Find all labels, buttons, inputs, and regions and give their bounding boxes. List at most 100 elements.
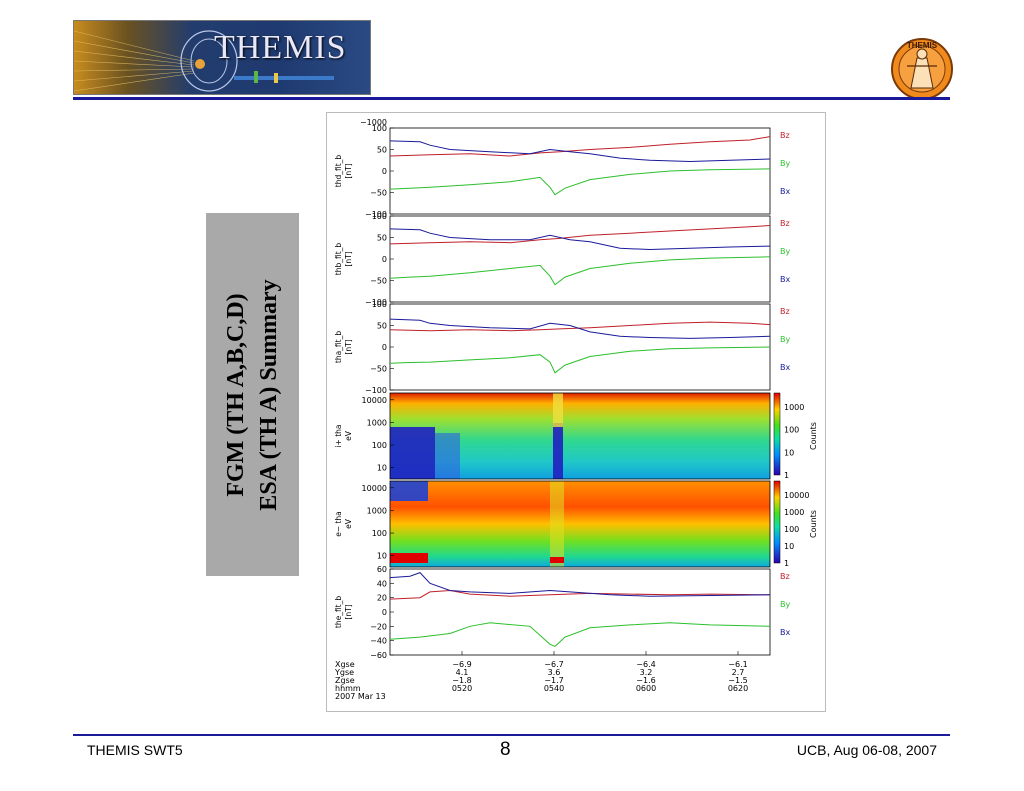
x-row-label: 2007 Mar 13 (335, 692, 386, 701)
y-tick-label: 50 (377, 234, 387, 243)
legend-bx: Bx (780, 363, 790, 372)
y-axis-label-line: eV (344, 430, 353, 441)
heatmap-low-region-2 (435, 433, 460, 479)
y-axis-label-line: thb_fit_b (334, 243, 343, 276)
y-axis-label-line: [nT] (344, 339, 353, 354)
y-axis-label-line: [nT] (344, 604, 353, 619)
colorbar-tick-label: 1000 (784, 508, 804, 517)
x-tick-label: 0620 (728, 684, 748, 693)
legend-bx: Bx (780, 275, 790, 284)
legend-by: By (780, 247, 790, 256)
series-line-bx (389, 318, 771, 339)
sidebar-title-box: FGM (TH A,B,C,D) ESA (TH A) Summary (206, 213, 299, 576)
y-tick-label: −50 (370, 189, 387, 198)
y-tick-label: −50 (370, 277, 387, 286)
panel-6: 60 40 20 0 −20 −40 −60 the_fit_b[nT] Bz By Bx (334, 565, 790, 660)
heatmap-low-region (390, 427, 435, 479)
panel-2: 100 50 0 −50 −100 thb_fit_b[nT] Bz By Bx (334, 212, 790, 307)
x-tick-label: 2.7 (732, 668, 745, 677)
x-tick-label: 3.2 (640, 668, 653, 677)
heatmap-dip-region (553, 423, 563, 479)
y-tick-label: 100 (372, 124, 387, 133)
panel-border (389, 127, 771, 215)
sidebar-title-line2: ESA (TH A) Summary (255, 278, 282, 511)
series-line-bz (389, 136, 771, 157)
y-top-label: −1000 (360, 118, 387, 127)
x-tick-label: −6.1 (728, 660, 747, 669)
colorbar-tick-label: 100 (784, 426, 799, 435)
x-tick-label: −6.4 (636, 660, 655, 669)
y-tick-label: 10000 (362, 484, 387, 493)
heatmap-dip-low (550, 557, 564, 563)
y-axis-label-line: tha_fit_b (334, 331, 343, 363)
footer-left-text: THEMIS SWT5 (87, 742, 183, 758)
y-axis-label-line: [nT] (344, 163, 353, 178)
colorbar-label: Counts (809, 422, 818, 450)
legend-by: By (780, 159, 790, 168)
y-axis-label-line: the_fit_b (334, 596, 343, 628)
colorbar-tick-label: 1 (784, 559, 789, 568)
y-axis-label-line: e− tha (334, 511, 343, 537)
heatmap-dip-top (553, 393, 563, 427)
x-tick-label: 0540 (544, 684, 564, 693)
colorbar-tick-label: 10000 (784, 491, 809, 500)
colorbar-tick-label: 100 (784, 525, 799, 534)
legend-by: By (780, 335, 790, 344)
y-axis-label: the_fit_b[nT] (334, 596, 353, 628)
colorbar (773, 392, 781, 476)
series-line-bz (389, 321, 771, 332)
plot-panels: 100500−50−100−1000thd_fit_b[nT]BzByBx100… (334, 118, 818, 660)
sidebar-title: FGM (TH A,B,C,D) ESA (TH A) Summary (220, 279, 286, 510)
y-axis-label: tha_fit_b[nT] (334, 331, 353, 363)
colorbar (773, 480, 781, 564)
y-axis-label-line: eV (344, 518, 353, 529)
sidebar-title-line1: FGM (TH A,B,C,D) (222, 292, 249, 497)
legend-bz: Bz (780, 131, 790, 140)
x-tick-label: 4.1 (456, 668, 469, 677)
y-tick-label: −40 (370, 637, 387, 646)
panel-4: 10000 1000 100 10 i+ thaeV 1000 100 10 1 Counts (334, 392, 818, 480)
series-line-bz (389, 225, 771, 245)
panel-border (389, 480, 771, 568)
y-tick-label: 0 (382, 608, 387, 617)
y-tick-label: 10 (377, 464, 387, 473)
series-line-bx (389, 572, 771, 597)
x-row-label: Zgse (335, 676, 355, 685)
heatmap-area (390, 481, 770, 567)
banner-graphic (74, 30, 334, 92)
y-tick-label: 1000 (367, 506, 387, 515)
y-tick-label: −50 (370, 365, 387, 374)
colorbar-label: Counts (809, 510, 818, 538)
footer-rule (73, 734, 950, 736)
legend-bz: Bz (780, 219, 790, 228)
y-tick-label: 0 (382, 255, 387, 264)
colorbar-tick-label: 10 (784, 448, 794, 457)
y-axis-label-line: thd_fit_b (334, 155, 343, 188)
x-row-label: Xgse (335, 660, 355, 669)
y-tick-label: 50 (377, 146, 387, 155)
legend-bx: Bx (780, 187, 790, 196)
y-axis-label: i+ thaeV (334, 424, 353, 447)
panel-border (389, 568, 771, 656)
colorbar-tick-label: 1000 (784, 403, 804, 412)
legend-bz: Bz (780, 307, 790, 316)
series-line-bx (389, 140, 771, 163)
x-tick-label: −1.5 (728, 676, 747, 685)
summary-plot-svg: 100500−50−100−1000thd_fit_b[nT]BzByBx100… (334, 118, 818, 701)
y-tick-label: 100 (372, 300, 387, 309)
y-tick-label: 10000 (362, 396, 387, 405)
y-tick-label: 0 (382, 343, 387, 352)
y-axis-label: e− thaeV (334, 511, 353, 537)
y-tick-label: −100 (365, 210, 387, 219)
panel-1: 100 50 0 −50 −100 −1000 thd_fit_b[nT] Bz By Bx (334, 118, 790, 219)
header-rule (73, 97, 950, 100)
y-axis-label-line: [nT] (344, 251, 353, 266)
panel-border (389, 303, 771, 391)
series-line-by (389, 168, 771, 196)
y-tick-label: 100 (372, 441, 387, 450)
themis-banner: THEMIS (73, 20, 371, 95)
panel-5: 10000 1000 100 10 e− thaeV 10000 1000 100 10 1 Cou… (334, 480, 818, 568)
footer-right-text: UCB, Aug 06-08, 2007 (796, 742, 937, 758)
y-tick-label: −20 (370, 622, 387, 631)
